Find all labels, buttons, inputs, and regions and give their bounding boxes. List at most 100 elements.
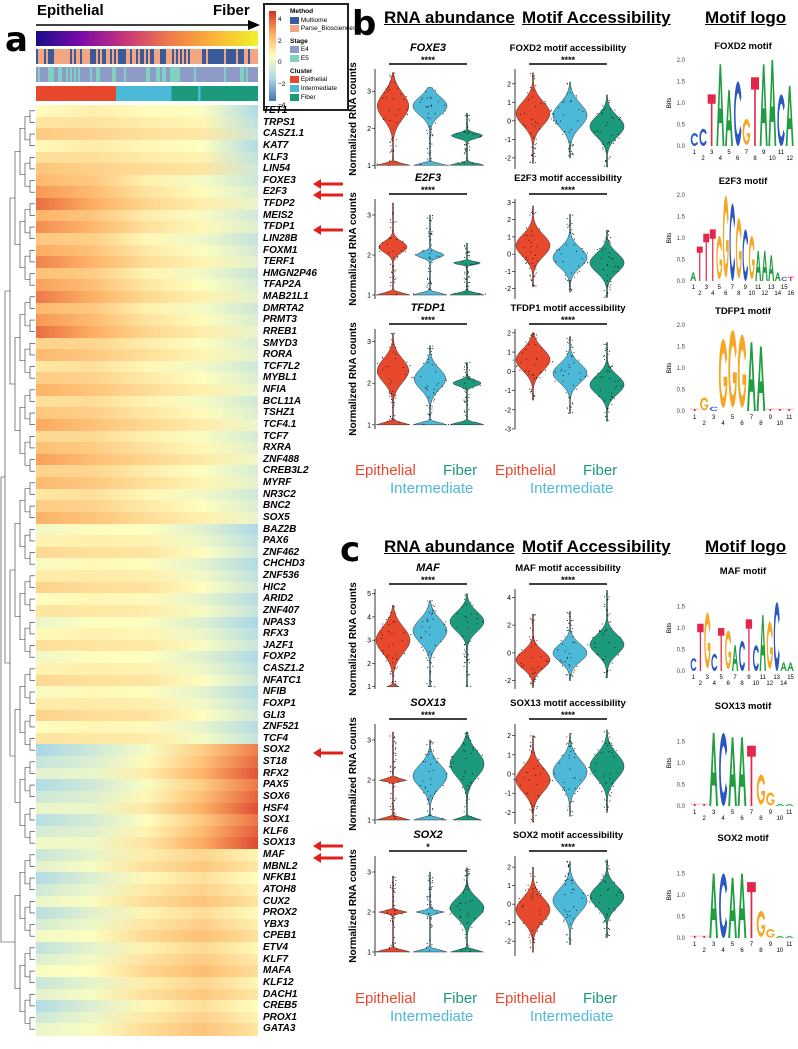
data-point [529, 388, 531, 390]
data-point [393, 741, 395, 743]
data-point [429, 418, 431, 421]
data-point [608, 101, 610, 104]
data-point [514, 660, 516, 663]
data-point [430, 795, 432, 797]
data-point [562, 374, 564, 376]
data-point [392, 213, 394, 215]
data-point [610, 743, 612, 745]
data-point [388, 378, 390, 380]
data-point [392, 250, 394, 252]
data-point [427, 899, 429, 901]
data-point [533, 736, 535, 738]
data-point [429, 414, 432, 416]
data-point [420, 376, 422, 378]
data-point [393, 404, 395, 406]
data-point [464, 273, 466, 275]
data-point [426, 227, 428, 229]
violin-fiber [589, 729, 625, 813]
y-tick-label: 1 [507, 752, 511, 759]
data-point [469, 146, 471, 148]
data-point [430, 134, 432, 136]
significance-stars: **** [561, 710, 576, 720]
y-tick-label: 3 [367, 738, 371, 745]
data-point [570, 150, 573, 152]
data-point [531, 667, 533, 669]
data-point [436, 912, 438, 914]
data-point [572, 811, 574, 813]
logo-letter-A [737, 873, 747, 938]
data-point [430, 238, 432, 240]
logo-title: SOX2 motif [717, 833, 769, 844]
y-tick-label: -2 [505, 286, 511, 293]
logo-letter-T [690, 803, 700, 806]
data-point [477, 778, 479, 780]
logo-letter-T [690, 408, 700, 411]
gene-label: DMRTA2 [263, 302, 304, 314]
data-point [391, 771, 393, 773]
data-point [426, 133, 428, 135]
heatmap-row [36, 721, 258, 734]
data-point [427, 413, 429, 415]
data-point [431, 143, 433, 145]
y-tick-label: 1 [507, 234, 511, 241]
data-point [425, 631, 427, 633]
data-point [391, 137, 394, 139]
data-point [472, 387, 474, 389]
data-point [464, 750, 466, 753]
data-point [532, 673, 534, 675]
data-point [569, 677, 571, 679]
data-point [469, 950, 471, 952]
logo-position-label: 15 [781, 285, 788, 291]
data-point [600, 630, 602, 632]
heatmap-row [36, 628, 258, 641]
logo-letter-C [711, 653, 718, 671]
data-point [604, 772, 606, 774]
logo-position-label: 10 [748, 291, 755, 297]
data-point [535, 272, 537, 274]
data-point [419, 101, 421, 104]
data-point [391, 682, 393, 684]
data-point [389, 160, 391, 162]
data-point [463, 744, 465, 746]
data-point [427, 354, 429, 356]
logo-letter-A [756, 346, 766, 411]
data-point [430, 104, 433, 106]
data-point [603, 356, 605, 358]
data-point [603, 165, 605, 167]
data-point [427, 879, 429, 881]
heatmap-row [36, 1000, 258, 1013]
data-point [523, 664, 525, 666]
data-point [566, 656, 568, 659]
y-tick-label: 3 [367, 870, 371, 877]
data-point [606, 370, 608, 373]
data-point [392, 923, 394, 925]
data-point [429, 288, 432, 291]
data-point [470, 740, 472, 742]
data-point [428, 233, 430, 235]
data-point [426, 744, 428, 746]
data-point [564, 789, 566, 791]
logo-letter-A [709, 873, 718, 938]
data-point [465, 292, 467, 294]
data-point [612, 134, 614, 136]
dendrogram-branch [29, 994, 35, 1007]
data-point [466, 113, 468, 115]
data-point [579, 372, 581, 374]
data-point [607, 671, 609, 673]
data-point [467, 913, 470, 915]
gene-label: KAT7 [263, 139, 289, 151]
data-point [394, 816, 396, 818]
panel-b-label: b [352, 4, 377, 44]
data-point [390, 944, 392, 946]
data-point [389, 383, 391, 385]
logo-letter-T [690, 935, 700, 938]
data-point [564, 278, 567, 280]
data-point [390, 332, 392, 335]
data-point [569, 281, 571, 283]
data-point [467, 815, 469, 817]
logo-position-label: 12 [786, 156, 793, 162]
y-tick-label: -1 [505, 388, 511, 395]
heatmap-row [36, 523, 258, 536]
data-point [429, 253, 431, 255]
